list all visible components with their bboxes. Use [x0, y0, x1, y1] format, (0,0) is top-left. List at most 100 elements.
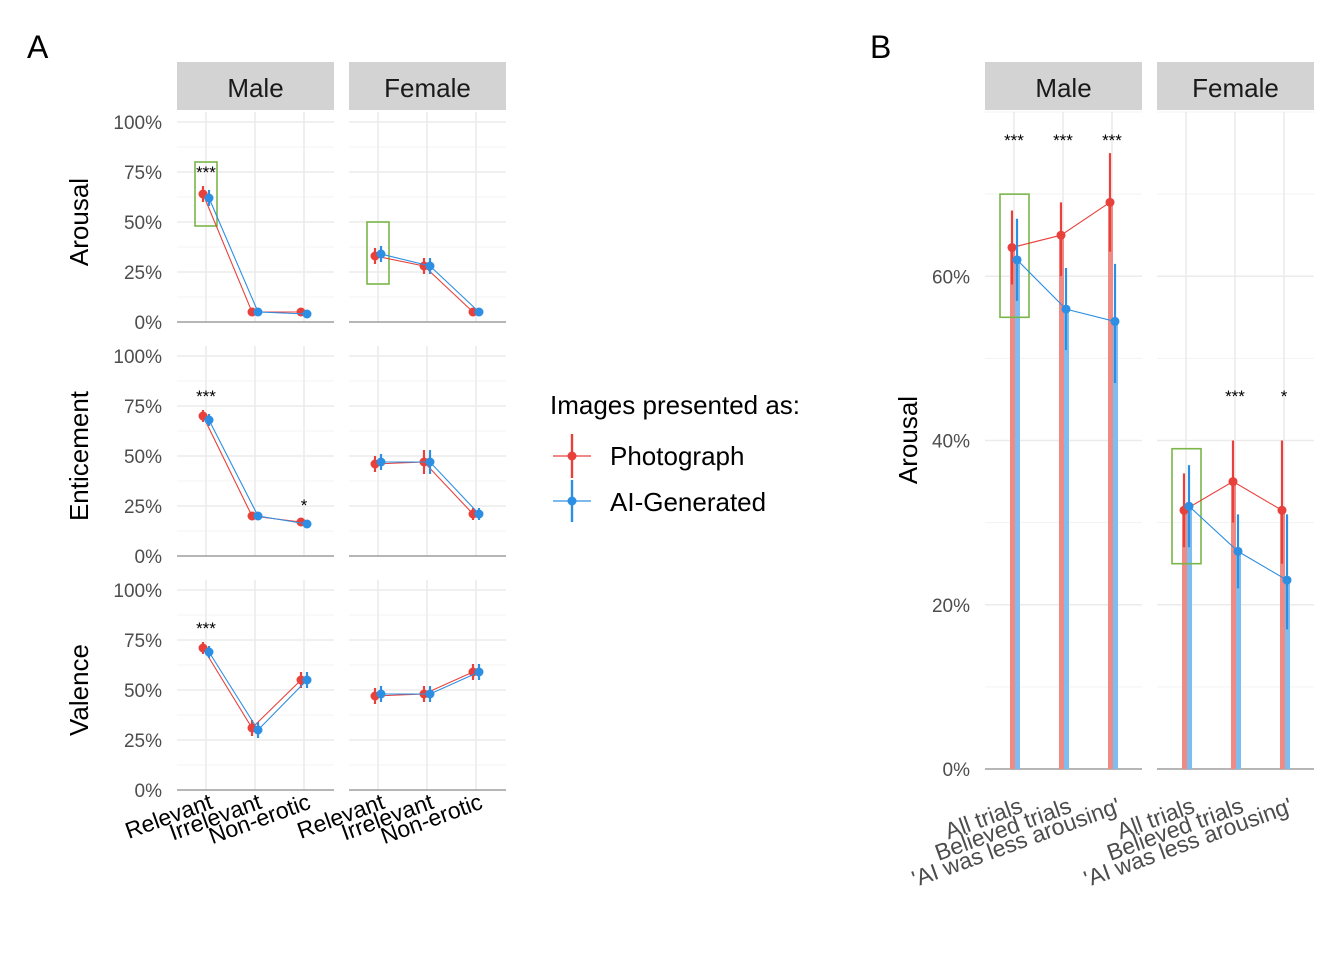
point-ai-arousal-female-2: [474, 307, 484, 317]
strip-b-male: [985, 62, 1142, 110]
strip-a-male: [177, 62, 334, 110]
y-title-enticement: Enticement: [64, 390, 94, 521]
point-ai-arousal-female-0: [376, 249, 386, 259]
sig-label-enticement-male-2: *: [301, 496, 308, 515]
sig-label-enticement-male-0: ***: [196, 387, 216, 406]
point-ai-enticement-male-0: [204, 415, 214, 425]
point-b-ai-male-0: [1012, 255, 1022, 265]
sig-label-b-male-2: ***: [1102, 131, 1122, 150]
bar-ai-male-1: [1064, 309, 1069, 769]
bar-photograph-male-0: [1010, 247, 1015, 770]
bar-ai-female-0: [1187, 506, 1192, 769]
point-b-photograph-female-1: [1228, 477, 1238, 487]
sig-label-b-male-0: ***: [1004, 131, 1024, 150]
sig-label-b-male-1: ***: [1053, 131, 1073, 150]
y-tick-arousal-4: 100%: [113, 113, 162, 134]
y-tick-enticement-2: 50%: [124, 447, 162, 468]
bar-ai-male-0: [1015, 259, 1020, 769]
y-tick-valence-3: 75%: [124, 631, 162, 652]
point-ai-arousal-male-2: [302, 309, 312, 319]
point-b-ai-female-2: [1282, 575, 1292, 585]
strip-label-a-female: Female: [384, 73, 471, 103]
sig-label-arousal-male-0: ***: [196, 163, 216, 182]
point-b-photograph-female-2: [1277, 505, 1287, 515]
strip-label-b-male: Male: [1035, 73, 1091, 103]
y-tick-b-3: 60%: [932, 267, 970, 288]
highlight-box-arousal-female: [366, 221, 390, 285]
y-tick-enticement-3: 75%: [124, 397, 162, 418]
bar-ai-male-2: [1113, 321, 1118, 769]
y-title-arousal: Arousal: [64, 178, 94, 266]
y-tick-b-1: 20%: [932, 596, 970, 617]
y-tick-arousal-0: 0%: [135, 313, 163, 334]
point-ai-enticement-female-2: [474, 509, 484, 519]
point-b-ai-male-2: [1110, 316, 1120, 326]
series-line-photograph-valence-male: [202, 647, 302, 729]
point-ai-enticement-male-1: [253, 511, 263, 521]
y-tick-arousal-3: 75%: [124, 163, 162, 184]
legend-ai-label: AI-Generated: [610, 487, 766, 517]
point-ai-enticement-male-2: [302, 519, 312, 529]
y-tick-enticement-4: 100%: [113, 347, 162, 368]
legend-photograph-label: Photograph: [610, 441, 744, 471]
bar-ai-female-1: [1236, 551, 1241, 769]
series-line-ai-enticement-male: [208, 419, 308, 525]
point-b-photograph-male-1: [1056, 230, 1066, 240]
y-title-b: Arousal: [893, 396, 923, 484]
point-b-photograph-male-0: [1007, 243, 1017, 253]
bar-photograph-female-1: [1231, 481, 1236, 769]
point-ai-valence-female-1: [425, 689, 435, 699]
y-tick-arousal-1: 25%: [124, 263, 162, 284]
point-ai-valence-female-2: [474, 667, 484, 677]
y-title-valence: Valence: [64, 644, 94, 736]
y-tick-valence-2: 50%: [124, 681, 162, 702]
y-tick-valence-1: 25%: [124, 731, 162, 752]
sig-label-valence-male-0: ***: [196, 619, 216, 638]
highlight-box-b-male: [999, 193, 1030, 319]
y-tick-enticement-0: 0%: [135, 547, 163, 568]
sig-label-b-female-2: *: [1281, 387, 1288, 406]
legend-photograph-point: [567, 451, 577, 461]
highlight-box-arousal-male: [194, 161, 218, 227]
point-b-photograph-male-2: [1105, 197, 1115, 207]
panel-b-tag: B: [870, 29, 891, 65]
point-ai-valence-male-0: [204, 647, 214, 657]
y-tick-arousal-2: 50%: [124, 213, 162, 234]
x-tick-a-female-non-erotic: Non-erotic: [377, 788, 486, 849]
strip-label-a-male: Male: [227, 73, 283, 103]
panel-a-chart: Male Female Arousal 0% 25% 50% 75% 100% Enticeme…: [64, 62, 506, 849]
legend: Images presented as: Photograph AI-Gener…: [550, 390, 800, 522]
bar-photograph-male-1: [1059, 235, 1064, 769]
point-ai-arousal-male-0: [204, 193, 214, 203]
series-line-ai-valence-male: [208, 651, 308, 731]
y-tick-enticement-1: 25%: [124, 497, 162, 518]
point-ai-arousal-female-1: [425, 261, 435, 271]
point-ai-valence-male-2: [302, 675, 312, 685]
point-b-ai-female-1: [1233, 546, 1243, 556]
panel-a-tag: A: [27, 29, 49, 65]
point-ai-valence-female-0: [376, 689, 386, 699]
bar-photograph-female-0: [1182, 510, 1187, 769]
bar-photograph-female-2: [1280, 510, 1285, 769]
y-tick-b-0: 0%: [943, 760, 971, 781]
point-ai-enticement-female-0: [376, 457, 386, 467]
sig-label-b-female-1: ***: [1225, 387, 1245, 406]
legend-title: Images presented as:: [550, 390, 800, 420]
point-ai-enticement-female-1: [425, 457, 435, 467]
y-tick-valence-4: 100%: [113, 581, 162, 602]
bar-ai-female-2: [1285, 580, 1290, 769]
highlight-box-b-female: [1171, 447, 1202, 565]
strip-label-b-female: Female: [1192, 73, 1279, 103]
strip-b-female: [1157, 62, 1314, 110]
strip-a-female: [349, 62, 506, 110]
y-tick-valence-0: 0%: [135, 781, 163, 802]
bar-photograph-male-2: [1108, 202, 1113, 769]
point-b-ai-female-0: [1184, 501, 1194, 511]
y-tick-b-2: 40%: [932, 432, 970, 453]
point-ai-arousal-male-1: [253, 307, 263, 317]
point-b-ai-male-1: [1061, 304, 1071, 314]
point-ai-valence-male-1: [253, 725, 263, 735]
legend-ai-point: [567, 496, 577, 506]
